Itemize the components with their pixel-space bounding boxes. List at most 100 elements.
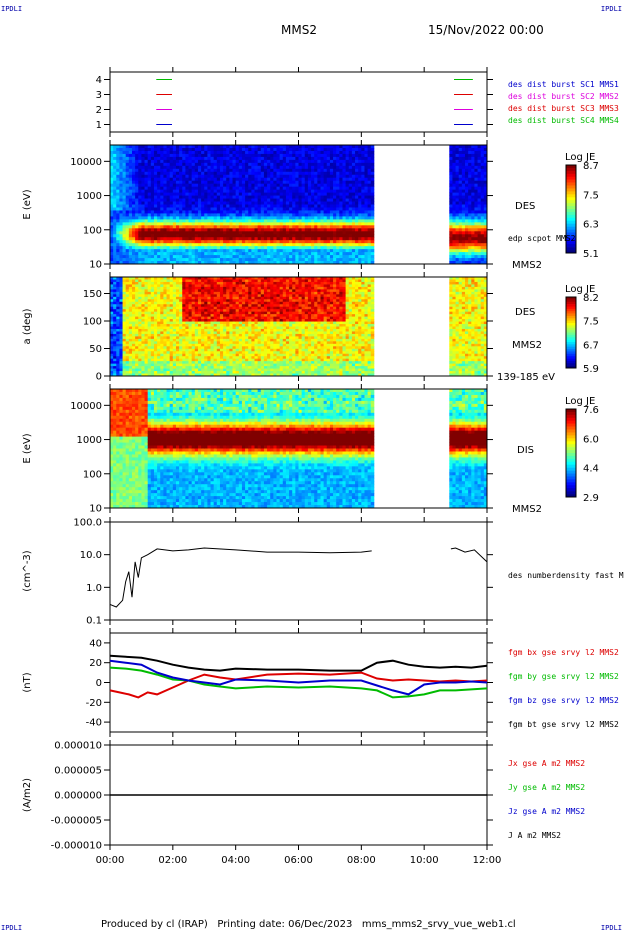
spectro-cell-2-3-25 xyxy=(119,219,123,223)
spectro-cell-3-9-2 xyxy=(138,281,142,285)
spectro-cell-2-8-17 xyxy=(135,195,139,199)
spectro-cell-2-43-36 xyxy=(245,252,249,256)
spectro-cell-2-10-34 xyxy=(141,246,145,250)
spectro-cell-2-11-29 xyxy=(144,231,149,235)
spectro-cell-2-81-4 xyxy=(364,156,369,161)
spectro-cell-3-15-13 xyxy=(157,309,161,313)
spectro-cell-2-48-12 xyxy=(260,180,265,185)
spectro-cell-2-58-8 xyxy=(292,168,296,173)
spectro-cell-2-17-9 xyxy=(163,171,167,176)
spectro-cell-2-112-33 xyxy=(461,243,466,247)
spectro-cell-2-82-29 xyxy=(367,231,372,235)
spectro-cell-3-2-27 xyxy=(116,343,120,347)
spectro-cell-2-60-26 xyxy=(298,222,303,226)
spectro-cell-2-0-31 xyxy=(110,237,114,241)
spectro-cell-3-6-10 xyxy=(128,301,133,305)
spectro-cell-2-13-7 xyxy=(150,165,155,170)
spectro-cell-3-12-28 xyxy=(147,346,152,350)
spectro-cell-2-54-14 xyxy=(279,186,284,191)
spectro-cell-2-42-4 xyxy=(241,156,246,161)
spectro-cell-2-34-27 xyxy=(216,225,221,229)
spectro-cell-2-42-21 xyxy=(241,207,246,211)
spectro-cell-2-79-6 xyxy=(358,162,362,167)
spectro-cell-3-17-18 xyxy=(163,321,167,325)
spectro-cell-2-74-14 xyxy=(342,186,347,191)
spectro-cell-2-53-24 xyxy=(276,216,281,220)
spectro-cell-2-50-25 xyxy=(267,219,271,223)
spectro-cell-3-22-29 xyxy=(179,348,183,352)
spectro-cell-3-3-33 xyxy=(119,358,123,362)
spectro-cell-2-44-33 xyxy=(248,243,252,247)
spectro-cell-2-60-27 xyxy=(298,225,303,229)
spectro-cell-2-81-29 xyxy=(364,231,369,235)
spectro-cell-3-9-32 xyxy=(138,356,142,360)
spectro-cell-2-16-20 xyxy=(160,204,164,208)
spectro-cell-2-37-37 xyxy=(226,255,230,259)
spectro-cell-3-25-16 xyxy=(188,316,193,320)
spectro-cell-2-34-22 xyxy=(216,210,221,214)
spectro-cell-2-15-0 xyxy=(157,145,161,149)
spectro-cell-2-21-34 xyxy=(175,246,180,250)
spectro-cell-2-6-25 xyxy=(128,219,133,223)
spectro-cell-3-10-39 xyxy=(141,373,145,377)
spectro-cell-2-30-8 xyxy=(204,168,208,173)
spectro-cell-2-119-3 xyxy=(483,153,488,158)
spectro-cell-2-45-28 xyxy=(251,228,255,232)
spectro-cell-2-27-23 xyxy=(194,213,199,217)
spectro-cell-3-19-29 xyxy=(169,348,174,352)
spectro-cell-3-5-17 xyxy=(125,319,130,322)
spectro-cell-3-11-39 xyxy=(144,373,149,377)
spectro-cell-2-5-21 xyxy=(125,207,130,211)
spectro-cell-2-69-33 xyxy=(326,243,331,247)
spectro-cell-2-25-3 xyxy=(188,153,193,158)
spectro-cell-2-3-33 xyxy=(119,243,123,247)
spectro-cell-3-23-1 xyxy=(182,279,186,283)
spectro-cell-2-53-20 xyxy=(276,204,281,208)
spectro-cell-2-42-13 xyxy=(241,183,246,188)
spectro-cell-3-16-24 xyxy=(160,336,164,340)
spectro-cell-2-34-17 xyxy=(216,195,221,199)
spectro-cell-2-2-22 xyxy=(116,210,120,214)
spectro-cell-3-3-25 xyxy=(119,338,123,342)
spectro-cell-2-75-16 xyxy=(345,192,350,196)
spectro-cell-2-12-30 xyxy=(147,234,152,238)
spectro-cell-2-9-28 xyxy=(138,228,142,232)
spectro-cell-2-23-6 xyxy=(182,162,186,167)
spectro-cell-2-62-5 xyxy=(304,159,309,164)
spectro-cell-2-15-15 xyxy=(157,189,161,194)
spectro-cell-2-43-12 xyxy=(245,180,249,185)
spectro-cell-2-29-27 xyxy=(201,225,205,229)
spectro-cell-3-15-25 xyxy=(157,338,161,342)
spectro-cell-3-15-16 xyxy=(157,316,161,320)
spectro-cell-2-40-10 xyxy=(235,174,240,179)
spectro-cell-2-15-29 xyxy=(157,231,161,235)
spectro-cell-2-38-36 xyxy=(229,252,233,256)
spectro-cell-2-69-11 xyxy=(326,177,331,182)
spectro-cell-2-60-10 xyxy=(298,174,303,179)
spectro-cell-2-25-8 xyxy=(188,168,193,173)
spectro-cell-2-69-7 xyxy=(326,165,331,170)
spectro-cell-3-14-38 xyxy=(153,371,158,374)
spectro-cell-2-56-4 xyxy=(285,156,290,161)
spectro-cell-2-76-10 xyxy=(348,174,353,179)
spectro-cell-2-28-16 xyxy=(197,192,202,196)
spectro-cell-2-37-20 xyxy=(226,204,230,208)
spectro-cell-2-57-3 xyxy=(289,153,293,158)
spectro-cell-2-18-19 xyxy=(166,201,171,205)
spectro-cell-2-4-26 xyxy=(122,222,127,226)
spectro-cell-2-37-12 xyxy=(226,180,230,185)
spectro-cell-3-7-1 xyxy=(131,279,136,283)
spectro-cell-2-108-0 xyxy=(449,145,453,149)
spectro-cell-3-25-20 xyxy=(188,326,193,330)
spectro-cell-2-9-36 xyxy=(138,252,142,256)
spectro-cell-2-72-26 xyxy=(336,222,340,226)
spectro-cell-2-65-4 xyxy=(314,156,318,161)
spectro-cell-2-61-21 xyxy=(301,207,306,211)
spectro-cell-2-32-6 xyxy=(210,162,215,167)
spectro-cell-2-4-21 xyxy=(122,207,127,211)
spectro-cell-2-19-18 xyxy=(169,198,174,202)
spectro-cell-3-20-36 xyxy=(172,366,177,369)
spectro-cell-2-22-36 xyxy=(179,252,183,256)
spectro-cell-2-80-12 xyxy=(361,180,365,185)
spectro-cell-2-21-12 xyxy=(175,180,180,185)
